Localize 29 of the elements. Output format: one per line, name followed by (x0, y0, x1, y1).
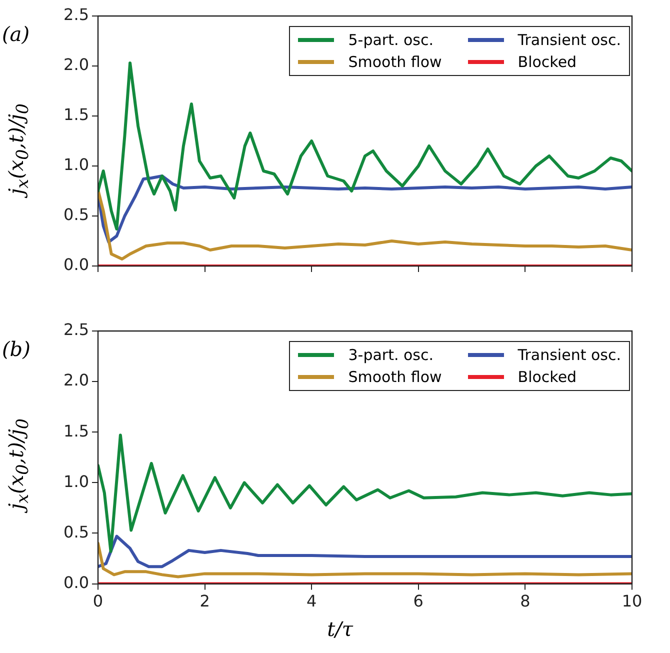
legend-label: Transient osc. (518, 346, 621, 364)
y-tick-label: 2.5 (64, 5, 89, 24)
legend-label: Blocked (518, 53, 577, 71)
y-tick-label: 2.0 (64, 55, 89, 74)
legend-label: Transient osc. (518, 31, 621, 49)
y-tick-label: 1.5 (64, 105, 89, 124)
y-tick-label: 1.5 (64, 421, 89, 440)
x-tick-label: 8 (520, 592, 530, 611)
y-tick-label: 0.0 (64, 255, 89, 274)
y-tick-label: 0.5 (64, 205, 89, 224)
x-tick-label: 10 (622, 592, 642, 611)
text: (b) (2, 337, 30, 361)
y-tick-label: 1.0 (64, 155, 89, 174)
x-tick-label: 0 (92, 592, 104, 611)
y-tick-label: 0.5 (64, 522, 89, 542)
x-tick-label: 6 (413, 592, 424, 611)
y-tick-label: 2.0 (64, 370, 89, 390)
legend-label: 3-part. osc. (348, 346, 434, 364)
legend-label: 5-part. osc. (348, 31, 434, 49)
x-tick-label: 2 (200, 592, 210, 611)
legend-label: Smooth flow (348, 368, 442, 386)
text: (a) (2, 22, 30, 46)
legend-label: Blocked (518, 368, 577, 386)
x-axis-title: t/τ (326, 617, 354, 641)
y-tick-label: 2.5 (64, 320, 89, 340)
y-tick-label: 0.0 (64, 572, 89, 592)
legend-label: Smooth flow (348, 53, 442, 71)
y-tick-label: 1.0 (64, 472, 89, 491)
x-tick-label: 4 (306, 592, 317, 611)
